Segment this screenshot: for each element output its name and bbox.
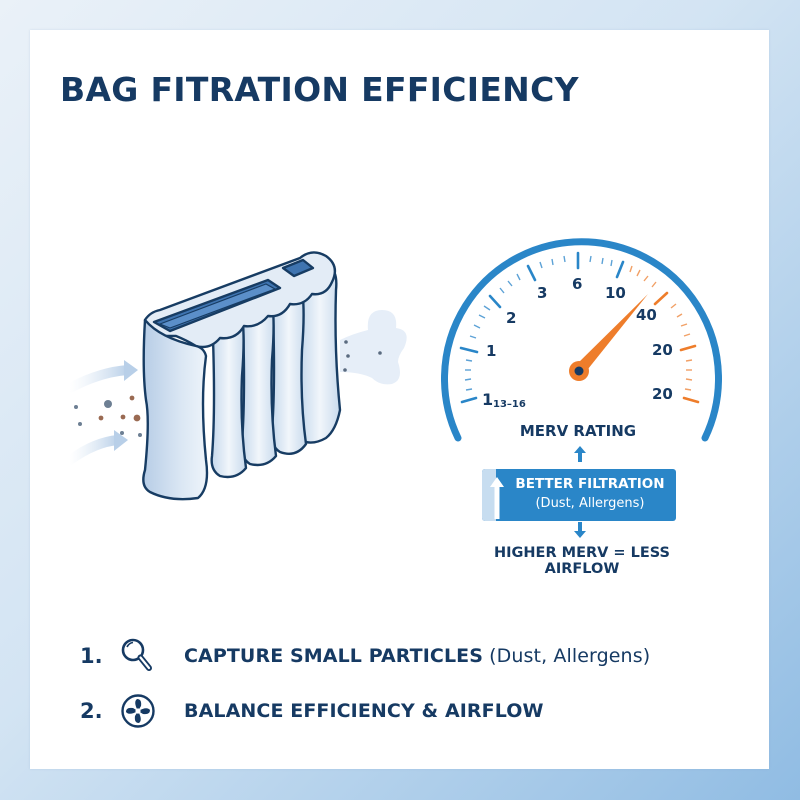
callout-title: BETTER FILTRATION — [515, 476, 665, 492]
gauge-needle — [575, 294, 648, 374]
tick-label: 40 — [636, 306, 657, 324]
tick-label: 20 — [652, 385, 673, 403]
page-title: BAG FITRATION EFFICIENCY — [60, 70, 579, 109]
list-text: BALANCE EFFICIENCY & AIRFLOW — [184, 700, 544, 722]
better-filtration-callout: BETTER FILTRATION (Dust, Allergens) — [482, 469, 676, 521]
airflow-tradeoff-label: HIGHER MERV = LESS AIRFLOW — [493, 545, 671, 577]
callout-subtitle: (Dust, Allergens) — [535, 496, 645, 511]
tick-label: 10 — [605, 284, 626, 302]
airflow-in-arrows — [65, 360, 138, 465]
list-number: 1. — [80, 644, 103, 668]
fan-icon — [120, 691, 168, 731]
arrow-down-icon — [574, 522, 586, 538]
list-number: 2. — [80, 699, 103, 723]
merv-gauge — [441, 238, 722, 442]
bag-filter-icon — [142, 251, 342, 501]
tick-label: 3 — [537, 284, 548, 302]
tick-label: 2 — [506, 309, 517, 327]
tick-sub-label: 13–16 — [493, 399, 526, 410]
tick-label: 1 — [486, 342, 497, 360]
tick-label: 6 — [572, 275, 583, 293]
callout-arrows — [574, 446, 586, 538]
list-item: 1. CAPTURE SMALL PARTICLES (Dust, Allerg… — [80, 636, 650, 676]
tick-label: 20 — [652, 341, 673, 359]
arrow-up-icon — [574, 446, 586, 462]
list-text: CAPTURE SMALL PARTICLES (Dust, Allergens… — [184, 645, 651, 667]
clean-air-puff — [340, 310, 407, 385]
magnifier-icon — [120, 636, 168, 676]
arrow-up-icon — [490, 477, 504, 519]
list-item: 2. BALANCE EFFICIENCY & AIRFLOW — [80, 691, 544, 731]
tick-label: 1 — [482, 390, 494, 409]
merv-rating-label: MERV RATING — [519, 422, 637, 440]
